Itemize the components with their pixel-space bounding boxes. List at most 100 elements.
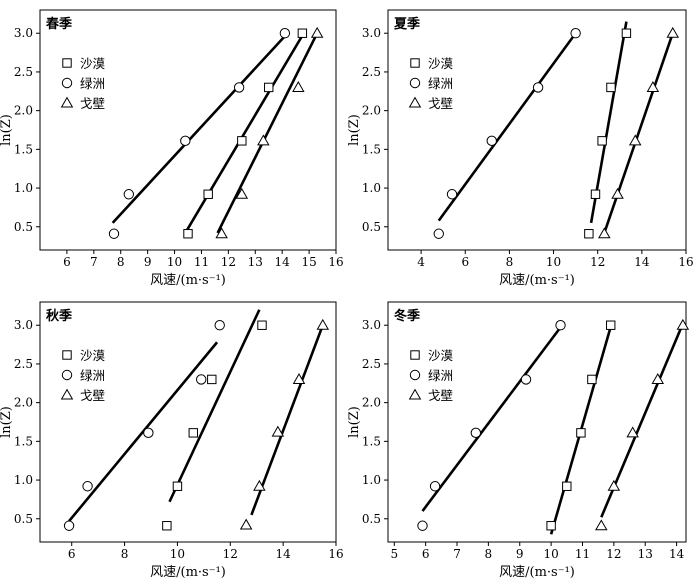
y-tick-label: 2.0 [362,104,381,118]
data-point-square [257,320,267,330]
legend-label: 戈壁 [80,96,105,111]
data-point-triangle [271,425,285,437]
data-point-triangle [666,26,680,38]
legend-label: 沙漠 [428,348,454,363]
y-axis-label: ln(Z) [0,406,14,438]
panel-title: 夏季 [393,16,420,32]
y-tick-label: 0.5 [362,220,381,234]
data-point-square [188,428,198,438]
data-point-triangle [239,518,253,530]
y-tick-label: 2.5 [14,357,33,371]
y-tick-label: 2.0 [14,104,33,118]
x-tick-label: 11 [194,255,209,269]
panel-2: 4 6 8 10 12 14 16 0.5 1.0 1.5 2.0 2.5 3.0 风速/(m·s⁻¹) l… [347,9,694,288]
legend-marker-circle [61,369,73,381]
y-tick-label: 1.5 [14,434,33,448]
data-point-square [207,374,217,385]
y-tick-label: 2.5 [14,65,33,79]
plot-frame [39,9,337,251]
fit-line-戈壁 [250,324,325,516]
data-point-triangle [235,187,249,199]
x-tick-label: 8 [121,547,129,561]
fit-line-绿洲 [437,32,577,222]
data-point-circle [570,28,581,39]
data-point-circle [470,427,482,439]
data-point-circle [279,28,291,39]
data-point-circle [108,228,120,239]
x-tick-label: 8 [117,255,125,269]
data-point-triangle [316,318,330,330]
x-axis-label: 风速/(m·s⁻¹) [499,273,575,288]
legend-label: 戈壁 [428,388,453,403]
data-point-triangle [676,318,690,330]
data-point-triangle [292,373,306,384]
legend-label: 绿洲 [80,368,105,383]
legend-marker-circle [409,369,421,381]
x-tick-label: 14 [276,547,292,561]
legend-marker-square [410,58,420,68]
data-point-square [621,28,632,38]
x-tick-label: 11 [575,547,590,561]
x-tick-label: 10 [543,547,558,561]
y-tick-label: 2.0 [362,396,381,410]
x-tick-label: 4 [417,255,425,269]
data-point-circle [63,520,75,531]
data-point-circle [555,320,566,331]
legend-marker-circle [409,77,421,89]
data-point-triangle [607,479,621,491]
data-point-square [590,189,601,199]
legend-marker-triangle [60,388,74,400]
data-point-square [203,189,213,199]
data-point-triangle [611,187,624,199]
x-tick-label: 10 [170,547,185,561]
x-tick-label: 13 [638,547,653,561]
x-tick-label: 8 [485,547,493,561]
x-tick-label: 6 [63,255,71,269]
data-point-square [606,82,616,93]
x-tick-label: 9 [516,547,524,561]
x-tick-label: 12 [223,547,238,561]
panel-title: 春季 [45,16,72,32]
legend-label: 绿洲 [428,76,453,91]
legend-label: 绿洲 [80,76,105,91]
x-tick-label: 14 [634,255,650,269]
x-axis-label: 风速/(m·s⁻¹) [150,565,226,580]
panel-title: 冬季 [394,308,420,324]
data-point-circle [486,135,497,147]
legend-marker-triangle [408,388,422,400]
panel-title: 秋季 [46,308,72,324]
x-tick-label: 16 [678,255,693,269]
data-point-square [162,521,172,531]
fit-line-绿洲 [421,324,564,512]
data-point-triangle [253,479,266,491]
data-point-triangle [310,26,324,38]
x-tick-label: 10 [167,255,182,269]
y-tick-label: 1.0 [14,473,33,487]
fit-line-沙漠 [168,309,261,503]
legend-label: 绿洲 [428,368,453,383]
data-point-triangle [598,227,611,239]
y-axis-label: ln(Z) [347,406,362,438]
y-tick-label: 0.5 [362,512,381,526]
data-point-square [576,428,586,438]
fit-line-戈壁 [603,32,674,234]
x-tick-label: 9 [144,255,152,269]
data-point-circle [180,135,191,147]
y-tick-label: 1.5 [362,434,381,448]
y-tick-label: 1.0 [14,181,33,195]
data-point-square [606,320,616,330]
legend-label: 戈壁 [80,388,105,403]
x-tick-label: 7 [453,547,461,561]
y-tick-label: 1.5 [14,142,33,156]
data-point-triangle [215,227,228,239]
data-point-square [584,229,594,239]
y-tick-label: 1.5 [362,142,381,156]
legend-label: 沙漠 [80,56,106,71]
fit-line-沙漠 [184,32,305,234]
y-tick-label: 3.0 [14,318,33,332]
data-point-circle [82,481,93,492]
data-point-square [297,28,308,38]
data-point-square [562,481,572,491]
